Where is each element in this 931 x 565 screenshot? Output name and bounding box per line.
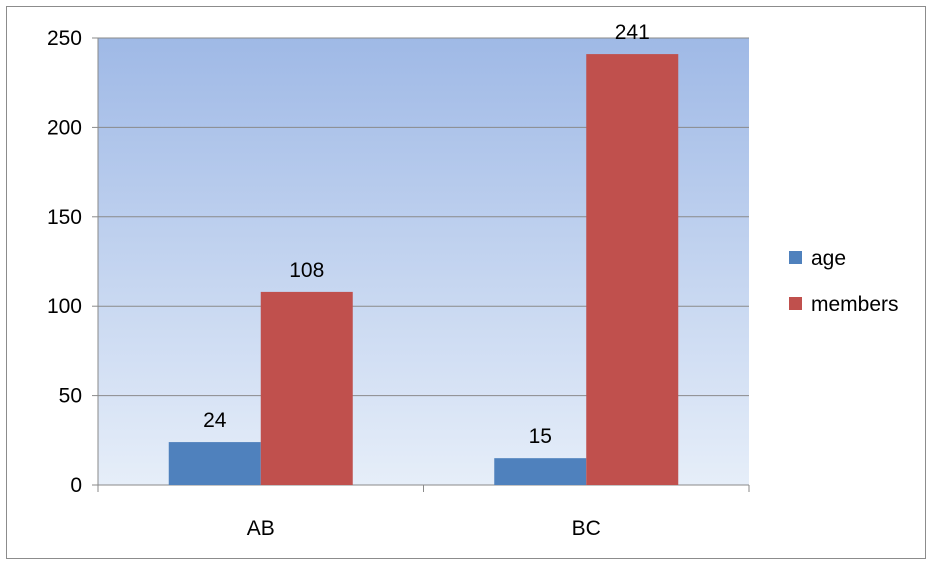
bar-members-AB bbox=[260, 291, 353, 485]
y-tick-label: 250 bbox=[47, 27, 82, 50]
bar-members-BC bbox=[586, 54, 679, 485]
data-label: 108 bbox=[289, 259, 324, 282]
legend-swatch-members bbox=[789, 297, 802, 310]
y-tick-label: 100 bbox=[47, 295, 82, 318]
bar-chart: 0 50 100 150 200 250 AB BC 24 108 15 241 age member… bbox=[47, 21, 899, 540]
legend-label: age bbox=[811, 247, 846, 270]
y-tick-label: 200 bbox=[47, 116, 82, 139]
x-category-label: BC bbox=[572, 517, 601, 540]
legend-label: members bbox=[811, 293, 899, 316]
bar-age-BC bbox=[494, 458, 587, 485]
y-tick-label: 150 bbox=[47, 206, 82, 229]
bar-age-AB bbox=[168, 442, 261, 485]
data-label: 241 bbox=[615, 21, 650, 44]
legend: age members bbox=[789, 247, 899, 316]
data-label: 24 bbox=[203, 409, 227, 432]
y-tick-label: 0 bbox=[70, 474, 82, 497]
y-tick-label: 50 bbox=[59, 385, 82, 408]
bars bbox=[168, 54, 679, 485]
data-labels: 24 108 15 241 bbox=[203, 21, 650, 448]
data-label: 15 bbox=[529, 425, 552, 448]
legend-swatch-age bbox=[789, 251, 802, 264]
x-category-label: AB bbox=[247, 517, 275, 540]
chart-frame: 0 50 100 150 200 250 AB BC 24 108 15 241 age member… bbox=[6, 6, 926, 559]
